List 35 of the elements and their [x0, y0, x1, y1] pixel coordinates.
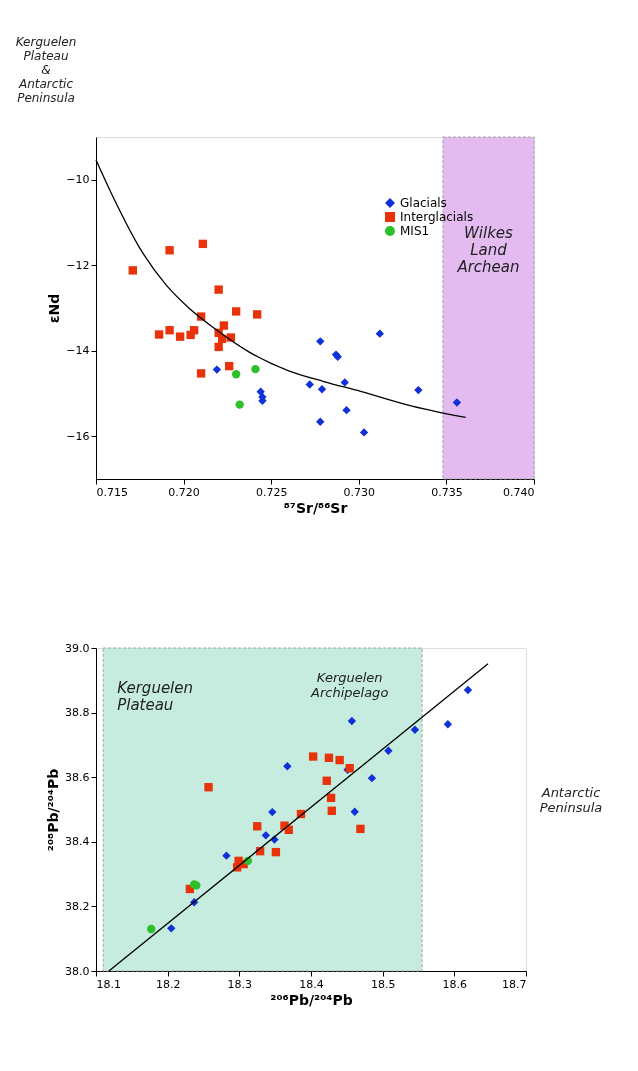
- annotation: Kerguelen Archipelago: [310, 670, 389, 700]
- legend-label: Interglacials: [400, 210, 474, 224]
- y-axis-title: εNd: [46, 293, 63, 324]
- x-tick-label: 0.725: [255, 485, 288, 499]
- y-axis-title: ²⁰⁸Pb/²⁰⁴Pb: [45, 768, 62, 852]
- text: Antarctic Peninsula: [539, 785, 603, 816]
- y-tick-label: 38.8: [65, 706, 90, 720]
- x-tick-label: 0.715: [96, 485, 128, 499]
- y-tick-label: −14: [66, 344, 90, 358]
- x-tick-label: 18.1: [96, 977, 121, 991]
- x-tick-label: 0.730: [343, 485, 376, 499]
- y-tick-label: 39.0: [65, 641, 90, 655]
- text: Kerguelen Plateau & Antarctic Peninsula: [15, 35, 77, 105]
- x-tick-label: 0.720: [168, 485, 200, 499]
- x-tick-label: 18.7: [502, 977, 527, 991]
- y-tick-label: 38.4: [65, 835, 90, 849]
- x-tick-label: 0.740: [503, 485, 535, 499]
- y-tick-label: −12: [66, 258, 90, 272]
- x-axis-title: ²⁰⁶Pb/²⁰⁴Pb: [270, 991, 353, 1008]
- y-tick-label: −10: [66, 173, 90, 187]
- x-tick-label: 18.5: [370, 977, 396, 991]
- x-tick-label: 0.735: [431, 485, 463, 499]
- legend-label: Glacials: [400, 196, 447, 210]
- x-tick-label: 18.6: [442, 977, 468, 991]
- y-tick-label: −16: [66, 429, 90, 443]
- band-label: Kerguelen Plateau: [117, 679, 194, 714]
- y-tick-label: 38.6: [65, 770, 90, 784]
- y-tick-label: 38.2: [65, 899, 90, 913]
- band-label: Wilkes Land Archean: [456, 223, 520, 276]
- legend-label: MIS1: [400, 224, 430, 238]
- x-axis-title: ⁸⁷Sr/⁸⁶Sr: [283, 499, 348, 516]
- x-tick-label: 18.3: [227, 977, 253, 991]
- y-tick-label: 38.0: [65, 964, 90, 978]
- x-tick-label: 18.2: [155, 977, 181, 991]
- x-tick-label: 18.4: [299, 977, 324, 991]
